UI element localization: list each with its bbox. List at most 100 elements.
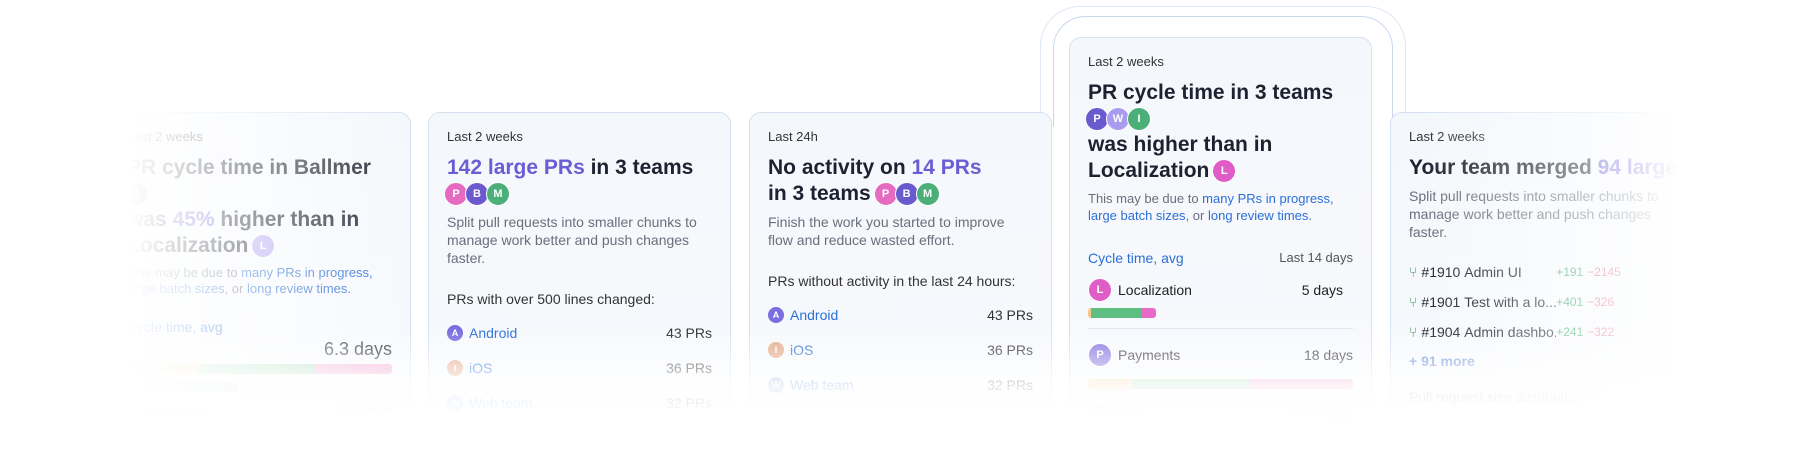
avatar: P bbox=[1088, 343, 1112, 367]
insight-card[interactable]: Last 24h No activity on 14 PRs in 3 teams… bbox=[749, 112, 1052, 452]
row[interactable]: W Web team 32 PRs bbox=[447, 385, 712, 420]
pr-name: Admin dashbo... bbox=[1464, 324, 1557, 340]
period: Last 24h bbox=[768, 129, 818, 144]
pr-list: ⑂ #1910 Admin UI +191 −2145 ⑂ #1901 Test wi… bbox=[1409, 257, 1674, 405]
row-name: Web team bbox=[469, 394, 533, 411]
row-name: Payments bbox=[1118, 347, 1181, 363]
pr-id: #1910 bbox=[1421, 264, 1461, 280]
pr-icon: ⑂ bbox=[1409, 294, 1418, 310]
title-highlight: 142 large PRs bbox=[447, 156, 585, 179]
text: , or bbox=[1185, 208, 1208, 223]
pr-icon: ⑂ bbox=[1409, 264, 1418, 280]
title-text: Localization bbox=[1088, 159, 1210, 182]
bar bbox=[127, 382, 237, 392]
bar bbox=[127, 364, 392, 374]
badge: W bbox=[447, 394, 463, 411]
row-name: Localization bbox=[1118, 282, 1192, 298]
row-value: 18 days bbox=[1303, 347, 1353, 363]
bar bbox=[1088, 308, 1156, 318]
row[interactable]: A Android 43 PRs bbox=[447, 315, 712, 350]
avatar: L bbox=[1088, 278, 1112, 302]
title-text: was bbox=[127, 208, 173, 231]
avatar: L bbox=[1212, 159, 1237, 184]
row-value: 36 PRs bbox=[666, 359, 712, 376]
deletions: −326 bbox=[1587, 295, 1615, 309]
row-name: Permission bbox=[133, 401, 203, 418]
row-name: iOS bbox=[1118, 407, 1142, 423]
row-name: Web team bbox=[790, 376, 854, 393]
row-value: 32 PRs bbox=[666, 394, 712, 411]
description: This may be due to many PRs in progress,… bbox=[1088, 190, 1353, 224]
text: This may be due to bbox=[127, 265, 242, 280]
subheading: PRs with over 500 lines changed: bbox=[447, 291, 655, 307]
title-text: PR cycle time in Ballmer bbox=[127, 156, 371, 179]
row-name: iOS bbox=[790, 341, 814, 358]
row[interactable]: W Web team 32 PRs bbox=[768, 367, 1033, 402]
period: Last 2 weeks bbox=[1088, 54, 1164, 69]
row-name: Android bbox=[790, 306, 839, 323]
row-value: 36 PRs bbox=[987, 341, 1033, 358]
pr-icon: ⑂ bbox=[1409, 324, 1418, 340]
total: 6.3 days bbox=[323, 339, 392, 359]
halo bbox=[1053, 16, 1393, 127]
halo bbox=[1040, 6, 1406, 127]
pr-name: Admin UI bbox=[1464, 264, 1522, 280]
additions: +241 bbox=[1556, 325, 1584, 339]
footer: Pull request size distribution bbox=[1409, 389, 1584, 405]
divider bbox=[1088, 328, 1353, 329]
row-value: 3.4 days bbox=[339, 401, 392, 418]
link[interactable]: long review times. bbox=[1207, 208, 1313, 223]
badge: A bbox=[447, 324, 463, 341]
row[interactable]: L Localization 5 days bbox=[1088, 276, 1353, 304]
row: Permission 3.4 days bbox=[127, 392, 392, 427]
badge: A bbox=[768, 306, 784, 323]
avatar: P bbox=[873, 182, 898, 207]
row-value: 32 PRs bbox=[987, 376, 1033, 393]
description: This may be due to many PRs in progress,… bbox=[127, 265, 392, 297]
row-value: 43 PRs bbox=[666, 324, 712, 341]
insight-card[interactable]: Last 2 weeks Your team merged 94 large P… bbox=[1390, 112, 1724, 452]
pr-row[interactable]: ⑂ #1901 Test with a lo... +401 −326 bbox=[1409, 287, 1674, 317]
pr-row[interactable]: ⑂ #1910 Admin UI +191 −2145 bbox=[1409, 257, 1674, 287]
title-text: was higher than in bbox=[1088, 133, 1273, 156]
text: This may be due to bbox=[1088, 191, 1203, 206]
title-text: No activity on bbox=[768, 156, 912, 179]
metric-link[interactable]: Cycle time, avg bbox=[127, 319, 223, 335]
pr-id: #1904 bbox=[1421, 324, 1461, 340]
row[interactable]: A Android 43 PRs bbox=[768, 297, 1033, 332]
metric-header: Cycle time, avg Last 14 days bbox=[1088, 250, 1353, 266]
range: Last 14 days bbox=[1279, 250, 1353, 265]
description: Split pull requests into smaller chunks … bbox=[447, 214, 697, 266]
deletions: −322 bbox=[1587, 325, 1615, 339]
link[interactable]: long review times. bbox=[246, 281, 352, 296]
text: , or bbox=[224, 281, 247, 296]
more-link[interactable]: + 91 more bbox=[1409, 353, 1475, 369]
bar bbox=[1088, 379, 1353, 389]
avatar: I bbox=[1127, 107, 1151, 132]
row[interactable]: P Payments 18 days bbox=[1088, 341, 1353, 369]
badge: I bbox=[447, 359, 463, 376]
title-highlight: 45% bbox=[172, 208, 215, 231]
title-text: higher than in bbox=[214, 208, 360, 231]
pr-row[interactable]: ⑂ #1904 Admin dashbo... +241 −322 bbox=[1409, 317, 1674, 347]
title-text: in 3 teams bbox=[584, 156, 694, 179]
link[interactable]: many PRs in progress, large batch sizes bbox=[1088, 191, 1334, 223]
title-highlight: 14 PRs bbox=[911, 156, 982, 179]
row-value: 17.1 days bbox=[1292, 407, 1353, 423]
period: Last 2 weeks bbox=[447, 129, 523, 144]
description: Split pull requests into smaller chunks … bbox=[1409, 188, 1659, 240]
description: Finish the work you started to improve f… bbox=[768, 214, 1005, 248]
title-text: Localization bbox=[127, 234, 249, 257]
metric-link[interactable]: Cycle time, avg bbox=[1088, 250, 1184, 266]
additions: +401 bbox=[1556, 295, 1584, 309]
